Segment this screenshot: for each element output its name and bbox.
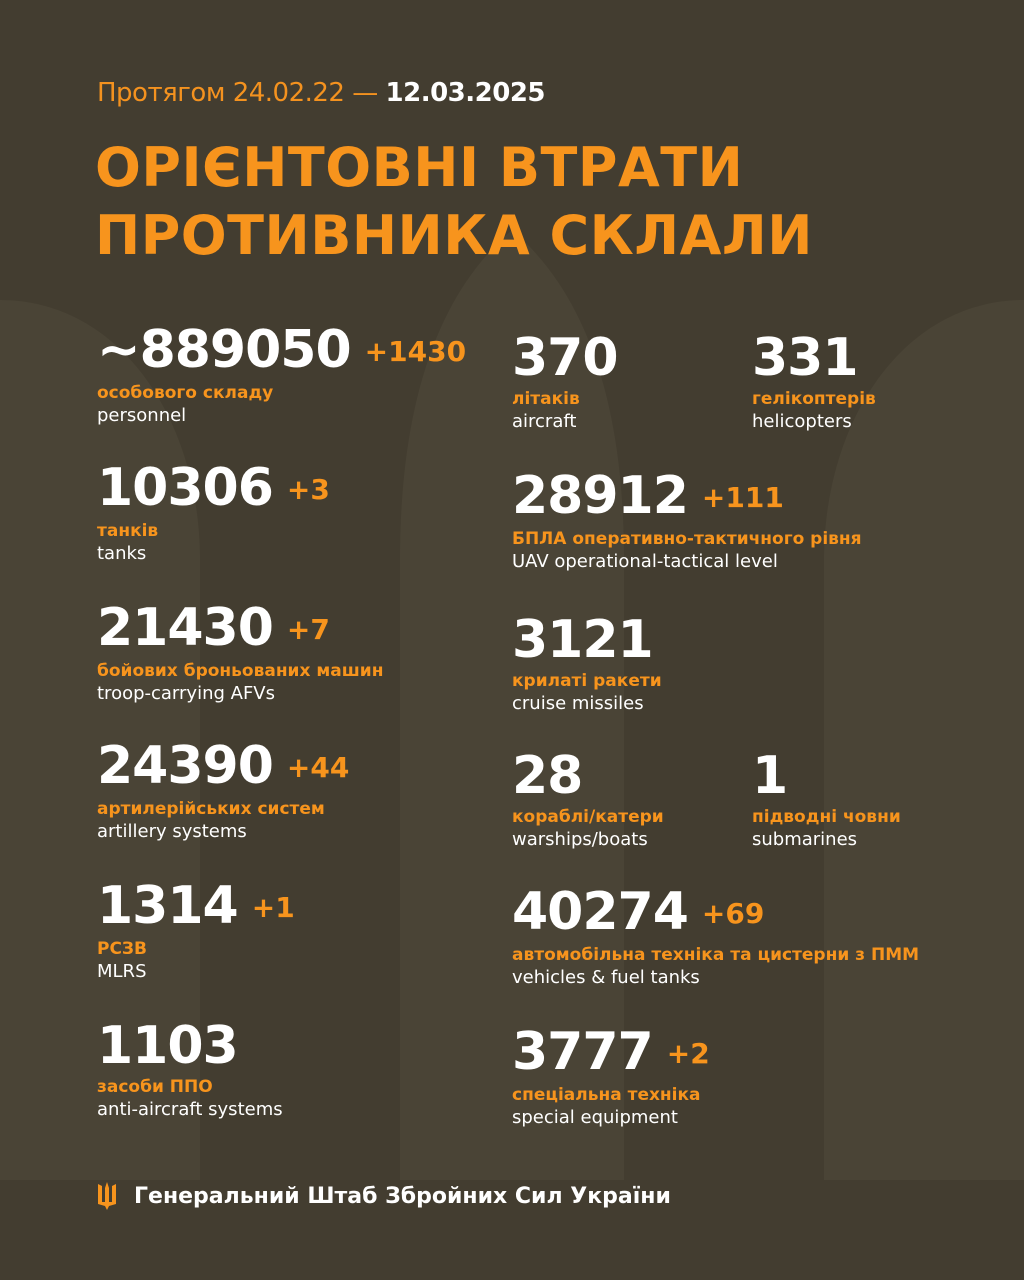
stat-artillery-systems: 24390 +44 артилерійських систем artillery…: [97, 738, 349, 844]
stat-label-en: MLRS: [97, 961, 147, 982]
stat-number: 10306: [97, 458, 274, 518]
stat-number: 28: [512, 746, 583, 806]
stat-label-ua: гелікоптерів: [752, 389, 876, 409]
stat-value: 1314 +1: [97, 878, 295, 936]
stat-value: 1103: [97, 1018, 283, 1074]
stat-number: 1103: [97, 1016, 239, 1076]
stat-anti-aircraft-systems: 1103 засоби ППО anti-aircraft systems: [97, 1018, 283, 1122]
stat-label-en: submarines: [752, 829, 858, 850]
stat-number: 21430: [97, 598, 274, 658]
stat-label-en: helicopters: [752, 411, 852, 432]
stat-value: 370: [512, 328, 619, 388]
period-start: Протягом 24.02.22 —: [97, 78, 378, 108]
stat-label-ua: автомобільна техніка та цистерни з ПММ: [512, 945, 920, 965]
page-title: ОРІЄНТОВНІ ВТРАТИ ПРОТИВНИКА СКЛАЛИ: [95, 134, 813, 270]
stat-value: ~889050 +1430: [97, 322, 466, 380]
stat-uav-operational-tactical-level: 28912 +111 БПЛА оперативно-тактичного рів…: [512, 468, 862, 574]
stat-label-en: tanks: [97, 543, 147, 564]
stat-value: 3777 +2: [512, 1024, 710, 1082]
stat-value: 40274 +69: [512, 884, 919, 942]
stat-label-ua: бойових броньованих машин: [97, 661, 384, 681]
stat-label-ua: літаків: [512, 389, 580, 409]
stat-label-en: UAV operational-tactical level: [512, 551, 778, 572]
stat-number: 331: [752, 328, 859, 388]
stat-submarines: 1 підводні човни submarines: [752, 748, 901, 852]
stat-value: 28: [512, 748, 664, 804]
stat-label-ua: артилерійських систем: [97, 799, 325, 819]
title-line-2: ПРОТИВНИКА СКЛАЛИ: [95, 204, 813, 267]
stat-label-ua: спеціальна техніка: [512, 1085, 701, 1105]
stat-label-ua: танків: [97, 521, 159, 541]
stat-number: 370: [512, 328, 619, 388]
stat-warships-boats: 28 кораблі/катери warships/boats: [512, 748, 664, 852]
stat-label-en: cruise missiles: [512, 693, 644, 714]
stat-label-ua: підводні човни: [752, 807, 901, 827]
stat-label-en: troop-carrying AFVs: [97, 683, 275, 704]
stat-value: 331: [752, 330, 876, 386]
stat-number: 40274: [512, 882, 689, 942]
stat-label-ua: засоби ППО: [97, 1077, 213, 1097]
stat-number: ~889050: [97, 320, 352, 380]
title-line-1: ОРІЄНТОВНІ ВТРАТИ: [95, 136, 744, 199]
footer: Генеральний Штаб Збройних Сил України: [96, 1182, 671, 1210]
footer-text: Генеральний Штаб Збройних Сил України: [134, 1183, 671, 1209]
stat-delta: +3: [286, 473, 330, 506]
stat-special-equipment: 3777 +2 спеціальна техніка special equipm…: [512, 1024, 710, 1130]
stat-label-en: artillery systems: [97, 821, 247, 842]
stat-delta: +1: [251, 891, 295, 924]
stat-personnel: ~889050 +1430 особового складу personnel: [97, 322, 466, 428]
stat-value: 28912 +111: [512, 468, 862, 526]
stat-number: 28912: [512, 466, 689, 526]
stat-value: 1: [752, 748, 901, 804]
stat-label-ua: РСЗВ: [97, 939, 147, 959]
stat-vehicles-fuel-tanks: 40274 +69 автомобільна техніка та цистерн…: [512, 884, 919, 990]
stat-label-ua: крилаті ракети: [512, 671, 662, 691]
stat-label-en: anti-aircraft systems: [97, 1099, 283, 1120]
stat-number: 1314: [97, 876, 239, 936]
trident-icon: [98, 1182, 116, 1210]
stat-delta: +111: [701, 481, 784, 514]
period-end: 12.03.2025: [385, 78, 546, 108]
stat-number: 1: [752, 746, 788, 806]
stat-label-ua: кораблі/катери: [512, 807, 664, 827]
stat-delta: +2: [666, 1037, 710, 1070]
stat-label-en: vehicles & fuel tanks: [512, 967, 700, 988]
period-subtitle: Протягом 24.02.22 — 12.03.2025: [97, 78, 546, 108]
stat-number: 24390: [97, 736, 274, 796]
stat-label-en: warships/boats: [512, 829, 648, 850]
stat-value: 3121: [512, 612, 662, 668]
stat-cruise-missiles: 3121 крилаті ракети cruise missiles: [512, 612, 662, 716]
stat-value: 21430 +7: [97, 600, 383, 658]
stat-delta: +1430: [364, 335, 467, 368]
stat-delta: +69: [701, 897, 765, 930]
stat-value: 10306 +3: [97, 460, 330, 518]
stat-label-ua: особового складу: [97, 383, 274, 403]
stat-tanks: 10306 +3 танків tanks: [97, 460, 330, 566]
stat-number: 3121: [512, 610, 654, 670]
stat-label-en: aircraft: [512, 411, 577, 432]
stat-label-en: personnel: [97, 405, 187, 426]
stat-delta: +44: [286, 751, 350, 784]
stat-value: 24390 +44: [97, 738, 349, 796]
stat-troop-carrying-afvs: 21430 +7 бойових броньованих машин troop-…: [97, 600, 383, 706]
stat-number: 3777: [512, 1022, 654, 1082]
stat-mlrs: 1314 +1 РСЗВ MLRS: [97, 878, 295, 984]
stat-helicopters: 331 гелікоптерів helicopters: [752, 330, 876, 434]
stat-label-en: special equipment: [512, 1107, 678, 1128]
stat-label-ua: БПЛА оперативно-тактичного рівня: [512, 529, 862, 549]
stat-aircraft: 370 літаків aircraft: [512, 328, 619, 434]
stat-delta: +7: [286, 613, 330, 646]
